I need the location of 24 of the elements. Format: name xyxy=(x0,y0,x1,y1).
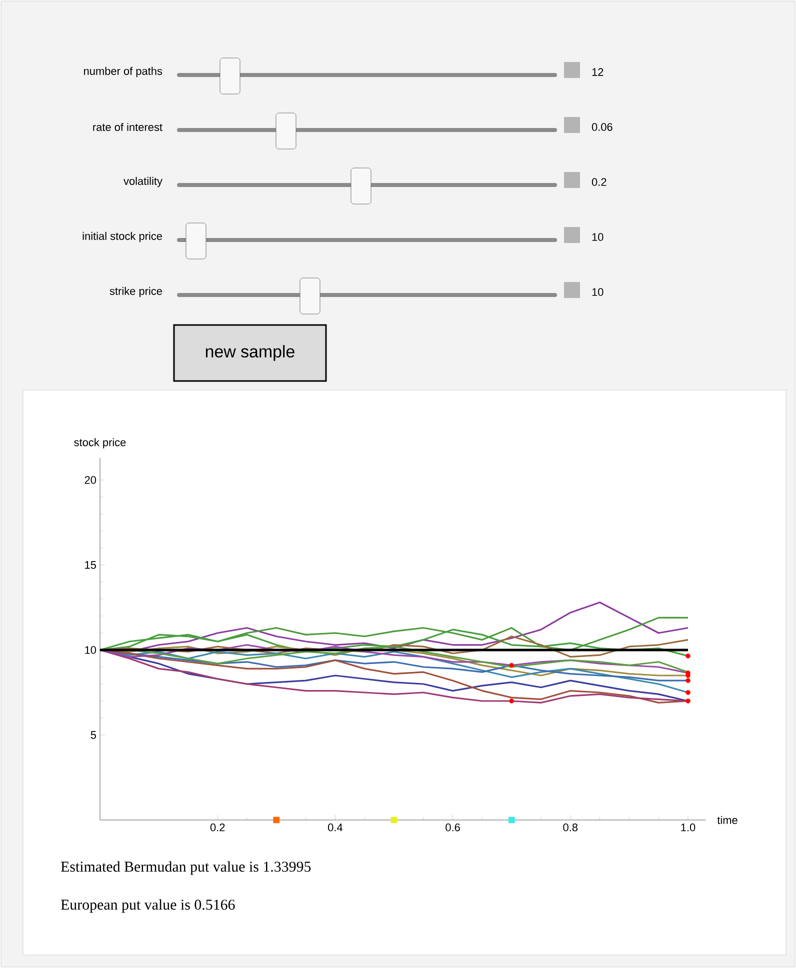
text: new sample xyxy=(206,345,294,361)
text: 0.06 xyxy=(592,123,612,131)
text: rate of interest xyxy=(93,122,162,132)
text: 10 xyxy=(592,288,604,296)
text: initial stock price xyxy=(82,232,162,242)
y-axis-title: stock price xyxy=(74,438,126,448)
text: 0.2 xyxy=(592,178,606,186)
x-axis-title: time xyxy=(717,816,738,824)
y-tick-label: 15 xyxy=(85,561,96,569)
text: 10 xyxy=(592,233,604,241)
text: Estimated Bermudan put value is 1.33995 xyxy=(60,861,311,875)
x-tick-label: 1.0 xyxy=(681,824,696,832)
x-tick-label: 0.2 xyxy=(210,824,225,832)
y-tick-label: 5 xyxy=(90,731,96,739)
text: 12 xyxy=(592,68,604,76)
text: European put value is 0.5166 xyxy=(60,899,235,913)
y-tick-label: 20 xyxy=(84,476,96,484)
text: volatility xyxy=(124,176,162,188)
x-tick-label: 0.8 xyxy=(563,824,578,832)
x-tick-label: 0.6 xyxy=(446,824,460,832)
y-tick-label: 10 xyxy=(85,646,96,654)
text: strike price xyxy=(110,286,162,298)
x-tick-label: 0.4 xyxy=(328,824,342,832)
text: number of paths xyxy=(84,66,162,78)
